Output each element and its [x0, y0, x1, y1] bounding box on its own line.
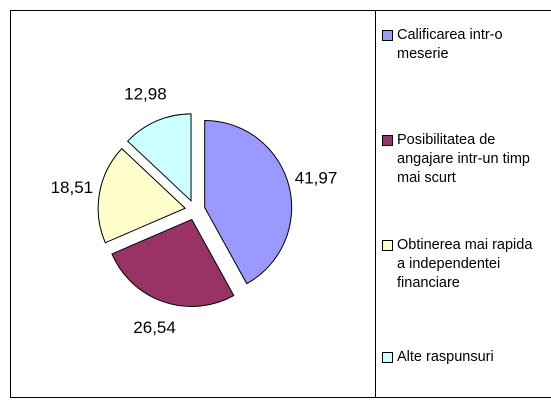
data-label: 26,54 — [133, 318, 176, 337]
legend-label: Calificarea intr-o meserie — [397, 27, 503, 62]
legend-label: Posibilitatea de angajare intr-un timp m… — [397, 132, 530, 186]
frame — [10, 10, 551, 398]
data-label: 18,51 — [51, 178, 94, 197]
pie-slice — [204, 120, 293, 285]
legend-item: Obtinerea mai rapida a independentei fin… — [382, 236, 542, 293]
data-label: 12,98 — [124, 85, 167, 104]
legend-item: Posibilitatea de angajare intr-un timp m… — [382, 131, 542, 188]
legend-swatch — [382, 135, 393, 146]
data-label: 41,97 — [295, 168, 338, 187]
legend-swatch — [382, 352, 393, 363]
legend-swatch — [382, 30, 393, 41]
legend-label: Alte raspunsuri — [397, 349, 494, 365]
legend-item: Alte raspunsuri — [382, 348, 542, 367]
legend-label: Obtinerea mai rapida a independentei fin… — [397, 237, 533, 291]
pie-slice — [126, 113, 192, 202]
pie-slice — [97, 147, 187, 244]
legend-swatch — [382, 240, 393, 251]
legend-item: Calificarea intr-o meserie — [382, 26, 542, 64]
pie-slice — [111, 218, 235, 307]
